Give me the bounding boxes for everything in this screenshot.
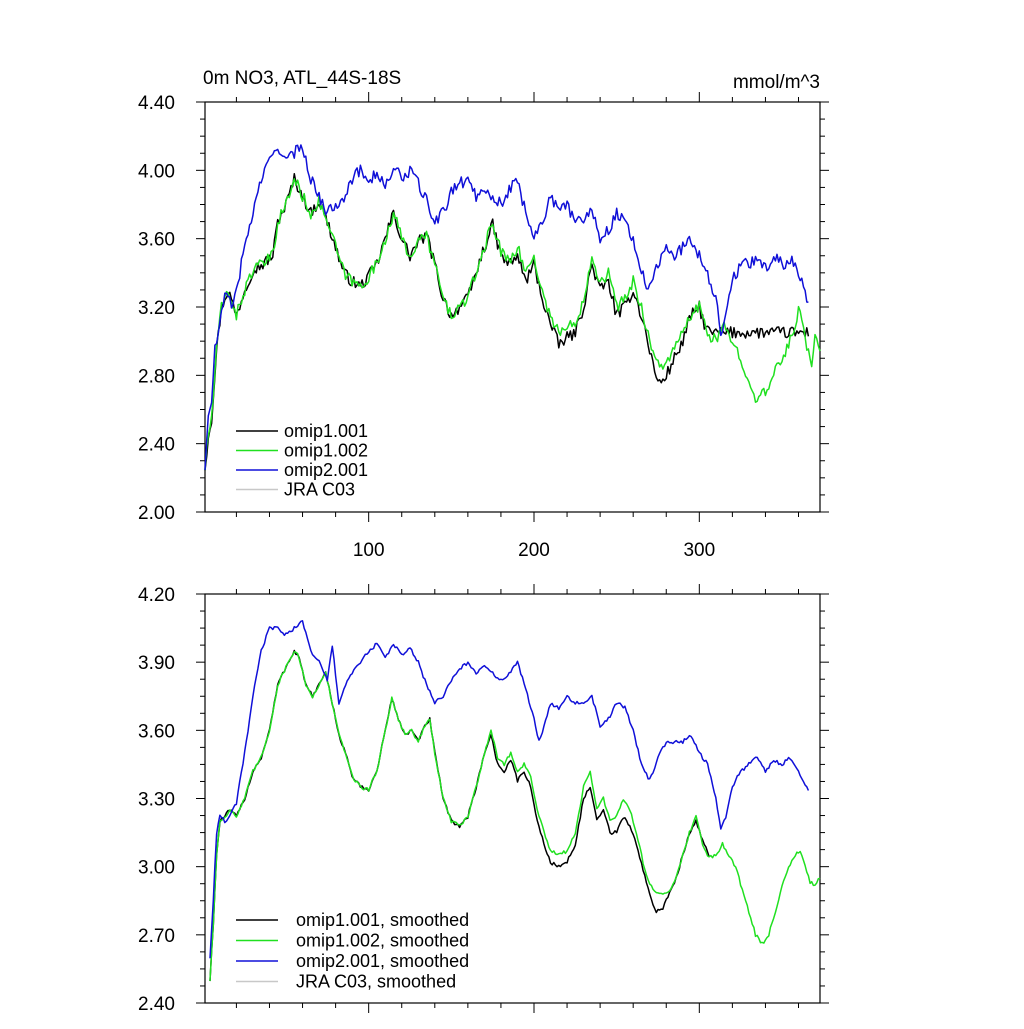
bottom-y-tick-label: 3.90: [138, 653, 175, 674]
top-y-tick-label: 2.80: [138, 366, 175, 387]
bottom-panel: 2.40 2.70 3.00 3.30 3.60 3.90 4.20 omip1.001, s…: [138, 584, 829, 1015]
top-legend-label: omip2.001: [284, 460, 368, 480]
top-chart-title: 0m NO3, ATL_44S-18S: [203, 68, 401, 89]
bottom-y-tick-label: 2.40: [138, 994, 175, 1015]
top-series-line-omip2-001: [204, 144, 809, 471]
top-legend-label: omip1.001: [284, 421, 368, 441]
top-series-line-omip1-002: [204, 178, 821, 471]
bottom-legend-label: omip1.001, smoothed: [296, 910, 469, 930]
bottom-y-tick-label: 2.70: [138, 926, 175, 947]
top-legend-label: omip1.002: [284, 441, 368, 461]
top-panel: 0m NO3, ATL_44S-18S mmol/m^3 2.00 2.40 2.8…: [138, 68, 829, 561]
top-x-tick-label: 200: [518, 540, 550, 561]
bottom-series-line-omip1-002-smoothed: [209, 651, 821, 982]
bottom-y-tick-label: 4.20: [138, 585, 175, 606]
top-units-label: mmol/m^3: [733, 72, 820, 93]
top-y-tick-label: 2.00: [138, 503, 175, 524]
top-y-tick-label: 4.00: [138, 161, 175, 182]
top-y-tick-label: 2.40: [138, 435, 175, 456]
top-y-tick-label: 3.60: [138, 230, 175, 251]
bottom-y-tick-label: 3.60: [138, 721, 175, 742]
bottom-y-tick-label: 3.00: [138, 858, 175, 879]
bottom-y-tick-label: 3.30: [138, 790, 175, 811]
bottom-legend-label: omip1.002, smoothed: [296, 931, 469, 951]
top-x-tick-label: 100: [353, 540, 385, 561]
top-x-tick-label: 300: [683, 540, 715, 561]
top-legend-label: JRA C03: [284, 480, 355, 500]
bottom-series-line-omip2-001-smoothed: [209, 620, 810, 959]
top-y-tick-label: 4.40: [138, 93, 175, 114]
top-y-tick-label: 3.20: [138, 298, 175, 319]
bottom-legend-label: JRA C03, smoothed: [296, 972, 456, 992]
bottom-legend-label: omip2.001, smoothed: [296, 951, 469, 971]
